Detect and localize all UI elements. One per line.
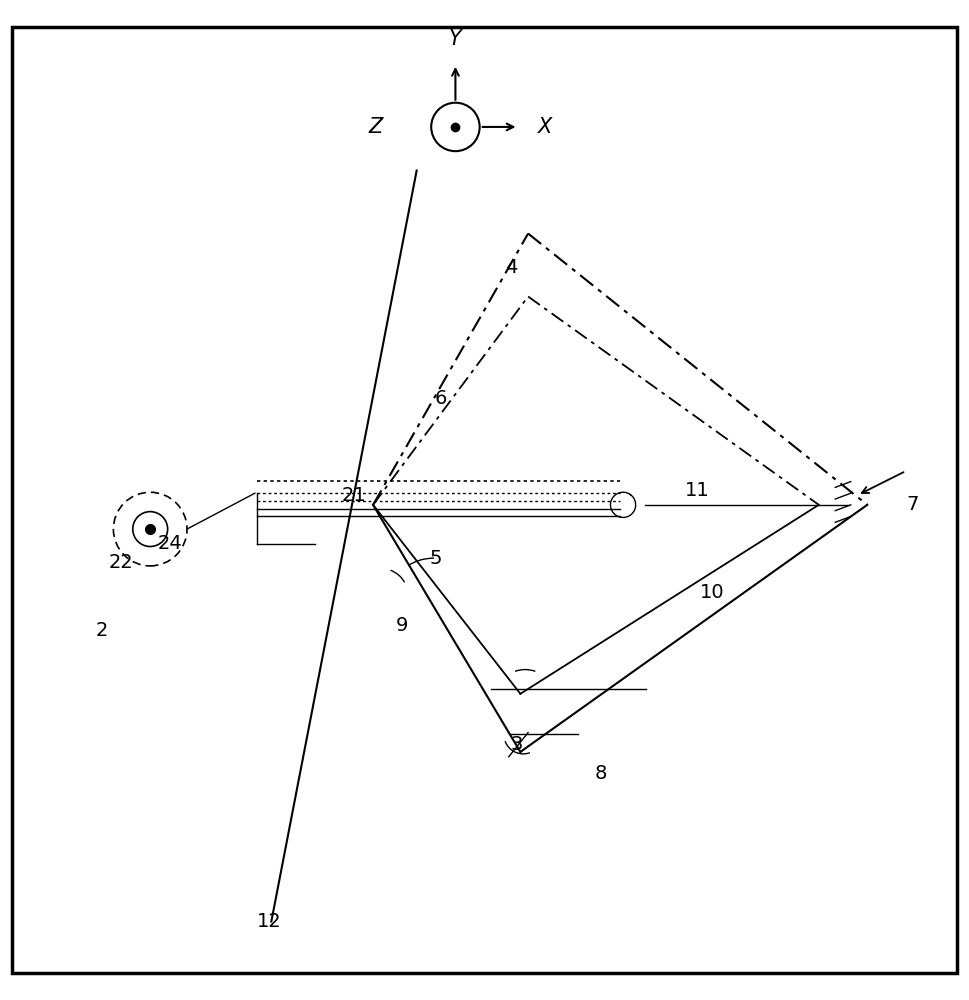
Text: X: X	[538, 117, 552, 137]
Text: 22: 22	[109, 553, 134, 572]
Text: 10: 10	[700, 583, 725, 602]
Text: 11: 11	[685, 481, 710, 500]
Text: 24: 24	[157, 534, 182, 553]
Text: 3: 3	[511, 735, 522, 754]
Text: 12: 12	[257, 912, 282, 931]
Text: 4: 4	[506, 258, 517, 277]
Text: 5: 5	[430, 549, 442, 568]
Text: 6: 6	[435, 389, 447, 408]
Text: 9: 9	[396, 616, 408, 635]
Text: Z: Z	[368, 117, 383, 137]
Text: 2: 2	[96, 621, 108, 640]
Text: 21: 21	[341, 486, 366, 505]
Text: Y: Y	[449, 29, 462, 49]
Text: 8: 8	[595, 764, 607, 783]
Text: 7: 7	[907, 495, 919, 514]
